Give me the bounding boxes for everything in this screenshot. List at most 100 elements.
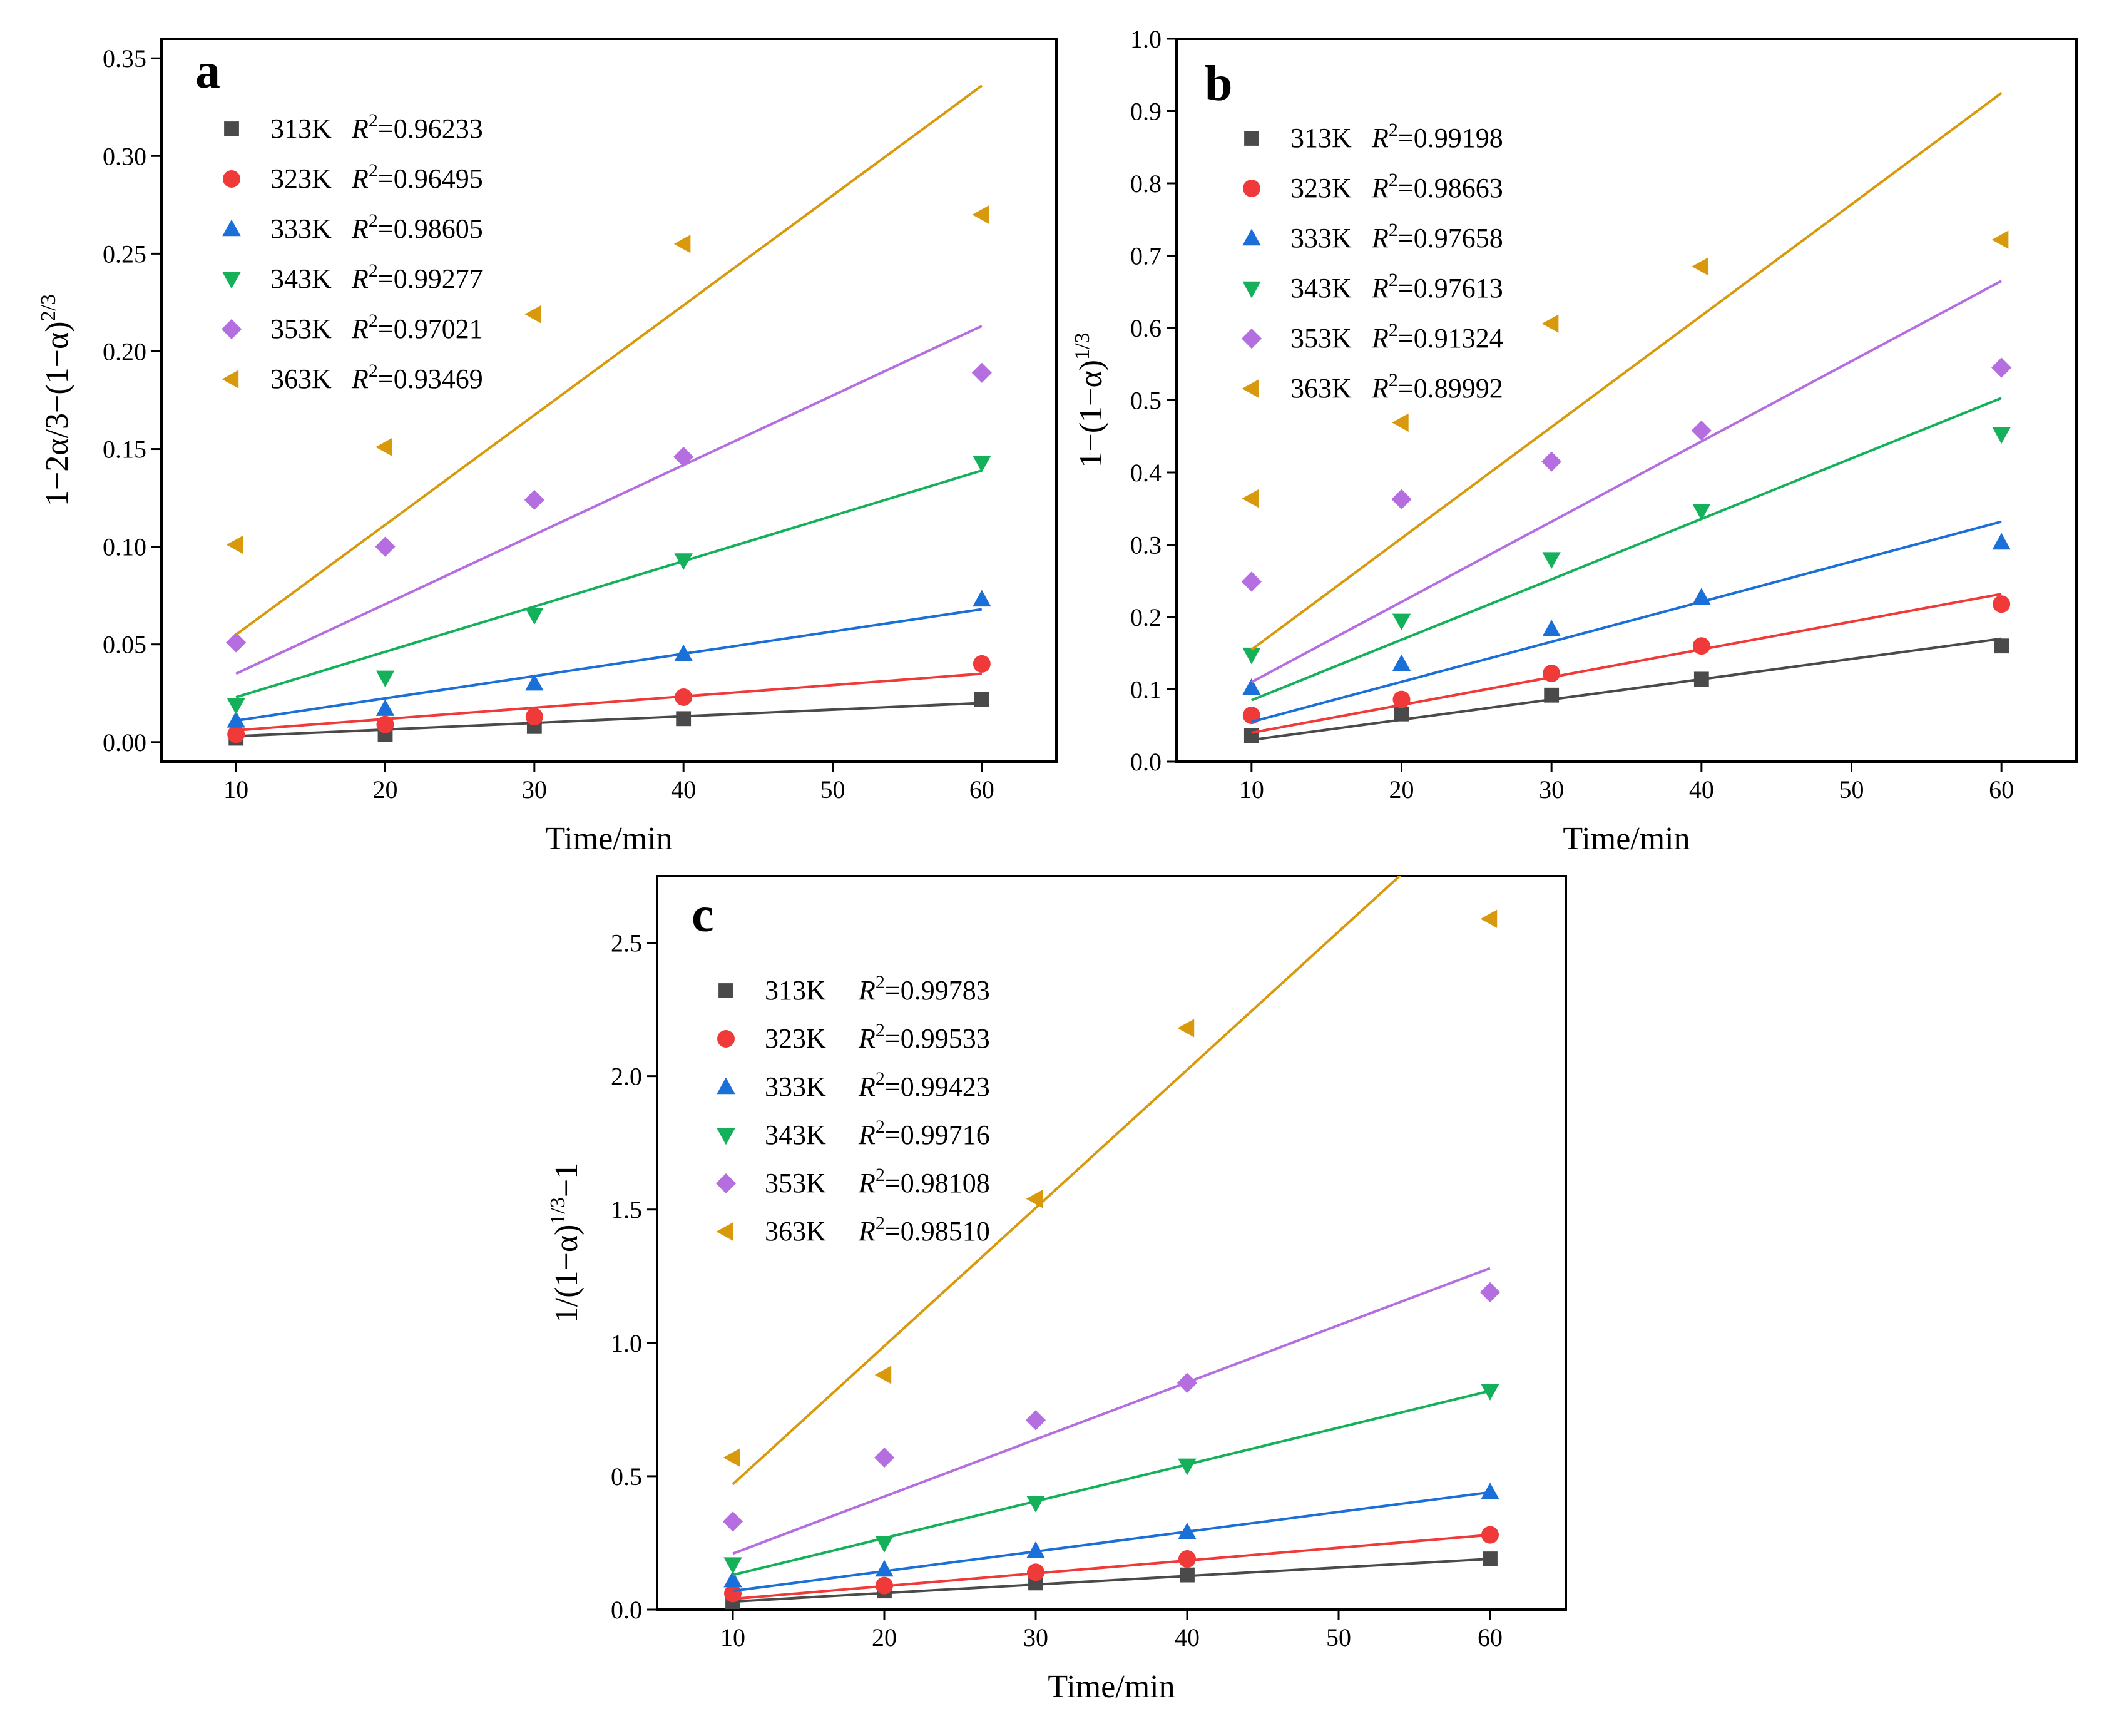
data-point-363K: [874, 1366, 892, 1384]
fit-line-363K: [235, 84, 983, 636]
fit-line-353K: [732, 1267, 1491, 1555]
x-tick-label: 50: [1326, 1623, 1351, 1652]
r2-superscript: 2: [876, 1068, 885, 1089]
r2-superscript: 2: [1389, 170, 1398, 190]
data-point-363K: [972, 205, 989, 224]
data-point-343K: [1692, 504, 1711, 521]
legend-marker-333K: [1242, 228, 1261, 246]
data-point-363K: [1991, 230, 2009, 249]
data-point-323K: [876, 1576, 893, 1595]
x-axis-title: Time/min: [1563, 821, 1690, 857]
y-tick-label: 2.5: [611, 929, 642, 957]
r2-superscript: 2: [369, 310, 378, 331]
data-point-363K: [673, 235, 691, 253]
r2-symbol: R: [858, 1023, 876, 1054]
x-tick-label: 60: [1478, 1623, 1503, 1652]
data-point-313K: [1243, 728, 1259, 743]
legend-marker-323K: [1243, 180, 1260, 197]
y-tick-label: 1.0: [611, 1329, 642, 1357]
legend-r2-323K: R2=0.99533: [858, 1020, 990, 1054]
data-point-333K: [525, 673, 544, 691]
y-tick-label: 0.9: [1130, 98, 1162, 126]
y-axis-title: 1/(1−α)1/3−1: [546, 1163, 585, 1323]
data-point-313K: [1394, 706, 1409, 722]
r2-symbol: R: [351, 113, 369, 144]
y-axis-title-base: 1−2α/3−(1−α): [39, 321, 75, 506]
r2-symbol: R: [858, 1216, 876, 1247]
y-axis-title-base: 1−(1−α): [1073, 360, 1109, 468]
data-point-343K: [1178, 1458, 1197, 1476]
chart-panel-b: 10 20 30 40 50 60 0.0 0.1 0.2 0.3 0.4 0.5 0.6 0.7 0.8 0…: [1071, 25, 2078, 857]
data-point-353K: [722, 1511, 743, 1532]
plot-frame: [160, 38, 1058, 763]
data-point-343K: [1992, 427, 2011, 444]
y-tick-label: 0.0: [611, 1596, 642, 1624]
fit-line-323K: [732, 1533, 1491, 1600]
y-tick-label: 0.00: [103, 728, 146, 757]
data-point-323K: [1692, 637, 1710, 655]
legend-label-313K: 313K: [1290, 123, 1352, 153]
data-point-353K: [1391, 489, 1412, 509]
data-point-323K: [376, 715, 394, 733]
data-point-333K: [973, 590, 991, 607]
r2-symbol: R: [1371, 173, 1389, 203]
data-point-353K: [1479, 1282, 1501, 1302]
fit-line-313K: [1251, 637, 2002, 742]
data-point-333K: [375, 699, 395, 716]
y-tick-label: 0.1: [1130, 676, 1162, 704]
y-axis-title: 1−2α/3−(1−α)2/3: [37, 294, 75, 506]
legend-marker-313K: [1244, 131, 1259, 146]
r2-symbol: R: [351, 163, 369, 194]
y-tick-label: 0.6: [1130, 314, 1162, 342]
x-tick-label: 40: [1689, 775, 1714, 804]
x-tick-label: 40: [671, 775, 696, 804]
y-tick-label: 0.25: [103, 240, 146, 268]
data-point-343K: [1481, 1384, 1499, 1401]
legend-marker-363K: [716, 1222, 733, 1241]
legend-marker-343K: [222, 272, 241, 289]
data-point-353K: [1025, 1410, 1046, 1431]
legend-marker-363K: [1242, 379, 1259, 398]
r2-value: =0.99533: [885, 1023, 990, 1054]
legend-marker-353K: [221, 319, 242, 340]
y-tick-label: 0.4: [1130, 459, 1162, 487]
data-point-323K: [973, 655, 991, 673]
r2-value: =0.93469: [378, 364, 483, 394]
y-tick-label: 0.05: [103, 631, 146, 659]
data-point-343K: [525, 608, 544, 625]
r2-superscript: 2: [369, 260, 378, 281]
r2-superscript: 2: [876, 1020, 885, 1041]
data-point-343K: [227, 698, 245, 715]
data-point-353K: [524, 489, 544, 510]
y-tick-label: 0.10: [103, 533, 146, 561]
data-point-333K: [1178, 1523, 1197, 1539]
r2-value: =0.99783: [885, 975, 990, 1006]
y-tick-label: 0.35: [103, 44, 146, 73]
x-tick-label: 10: [1239, 775, 1264, 804]
data-point-353K: [874, 1447, 895, 1468]
data-point-343K: [375, 670, 395, 688]
legend-label-343K: 343K: [270, 263, 332, 294]
legend-marker-363K: [222, 370, 239, 389]
legend-marker-323K: [223, 170, 240, 188]
data-point-333K: [875, 1560, 894, 1577]
x-tick-label: 10: [720, 1623, 745, 1652]
r2-superscript: 2: [1389, 270, 1398, 290]
legend-label-323K: 323K: [765, 1023, 826, 1054]
data-point-353K: [1991, 357, 2012, 378]
data-point-353K: [1241, 571, 1262, 592]
data-point-323K: [675, 688, 693, 706]
data-point-353K: [375, 536, 396, 557]
data-point-363K: [1392, 413, 1409, 432]
data-point-313K: [1544, 687, 1560, 703]
legend-marker-353K: [1241, 328, 1262, 349]
y-tick-label: 1.5: [611, 1196, 642, 1224]
data-point-353K: [1691, 420, 1712, 441]
y-tick-label: 0.30: [103, 142, 146, 170]
data-point-363K: [1242, 489, 1259, 508]
legend-label-333K: 333K: [765, 1071, 826, 1102]
data-point-363K: [1692, 257, 1709, 276]
r2-superscript: 2: [876, 1116, 885, 1137]
r2-value: =0.89992: [1398, 373, 1503, 404]
